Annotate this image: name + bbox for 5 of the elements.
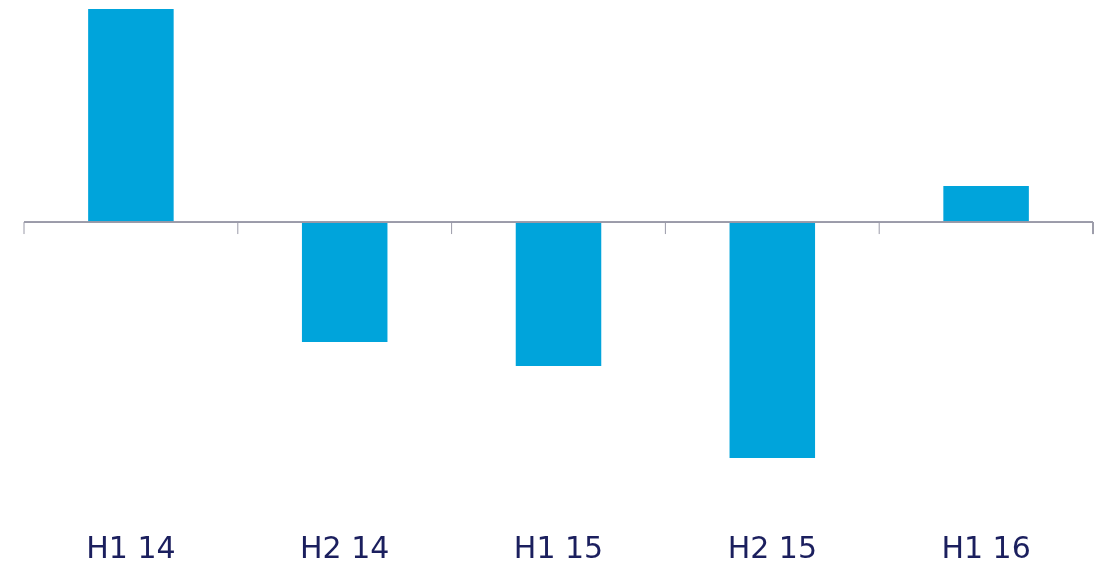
- x-tick-label: H1 16: [941, 529, 1031, 565]
- x-tick-label: H2 14: [300, 529, 390, 565]
- x-tick-label: H1 15: [513, 529, 604, 565]
- x-tick-label: H2 15: [727, 529, 817, 565]
- x-tick-label: H1 14: [86, 529, 176, 565]
